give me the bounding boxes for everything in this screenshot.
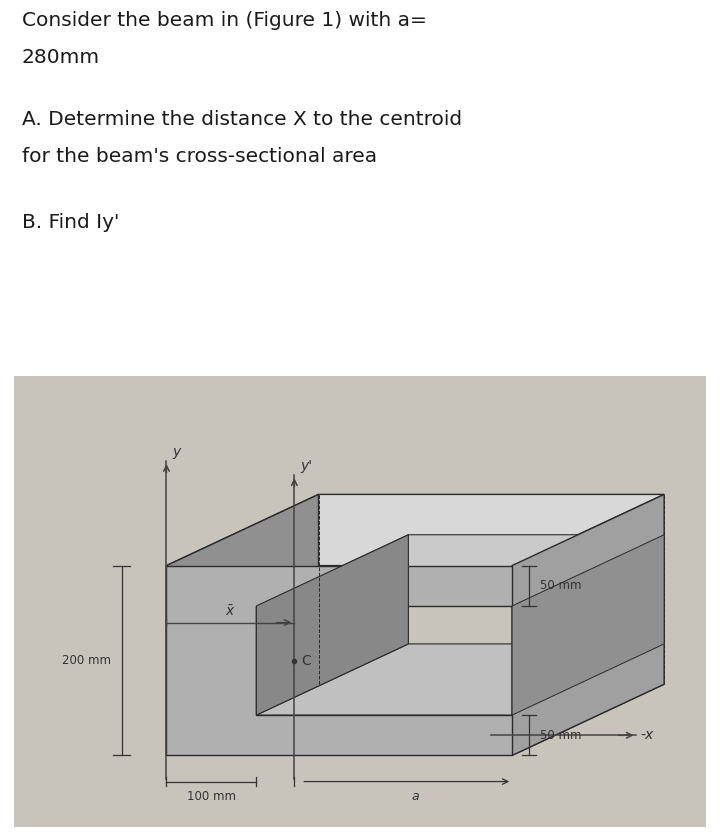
Text: Consider the beam in (Figure 1) with a=: Consider the beam in (Figure 1) with a= <box>22 11 426 30</box>
Text: for the beam's cross-sectional area: for the beam's cross-sectional area <box>22 147 377 166</box>
Text: B. Find Iy': B. Find Iy' <box>22 213 119 232</box>
Text: 280mm: 280mm <box>22 48 100 67</box>
Text: -x: -x <box>640 728 653 742</box>
Text: a: a <box>412 790 419 803</box>
FancyBboxPatch shape <box>11 373 709 829</box>
Polygon shape <box>166 684 664 756</box>
Polygon shape <box>256 534 664 606</box>
Polygon shape <box>166 494 318 756</box>
Polygon shape <box>512 494 664 756</box>
Text: y: y <box>172 445 180 458</box>
Polygon shape <box>166 494 664 565</box>
Polygon shape <box>256 644 664 715</box>
Text: 50 mm: 50 mm <box>540 579 581 592</box>
Polygon shape <box>512 534 664 715</box>
Polygon shape <box>166 565 512 756</box>
Text: C: C <box>301 654 311 667</box>
Text: 200 mm: 200 mm <box>62 654 111 667</box>
Text: $\bar{x}$: $\bar{x}$ <box>225 605 235 620</box>
Text: y': y' <box>300 459 312 473</box>
Text: 50 mm: 50 mm <box>540 729 581 741</box>
Text: A. Determine the distance X to the centroid: A. Determine the distance X to the centr… <box>22 110 462 129</box>
Polygon shape <box>256 534 408 715</box>
Text: 100 mm: 100 mm <box>187 790 236 803</box>
